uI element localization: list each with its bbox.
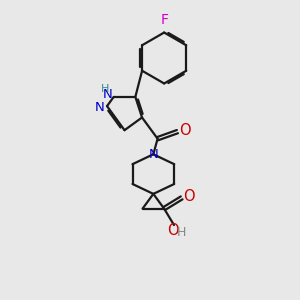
- Text: H: H: [177, 226, 187, 239]
- Text: N: N: [103, 88, 112, 101]
- Text: N: N: [95, 101, 105, 114]
- Text: O: O: [167, 223, 178, 238]
- Text: H: H: [100, 84, 109, 94]
- Text: N: N: [148, 148, 158, 161]
- Text: O: O: [183, 189, 195, 204]
- Text: F: F: [160, 13, 168, 27]
- Text: O: O: [179, 123, 191, 138]
